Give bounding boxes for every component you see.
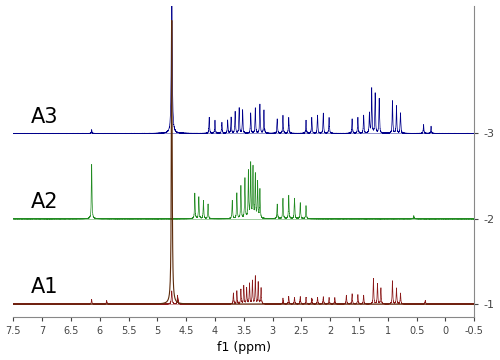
Text: A1: A1: [30, 277, 58, 297]
Text: A3: A3: [30, 107, 58, 127]
X-axis label: f1 (ppm): f1 (ppm): [217, 341, 271, 355]
Text: A2: A2: [30, 192, 58, 212]
